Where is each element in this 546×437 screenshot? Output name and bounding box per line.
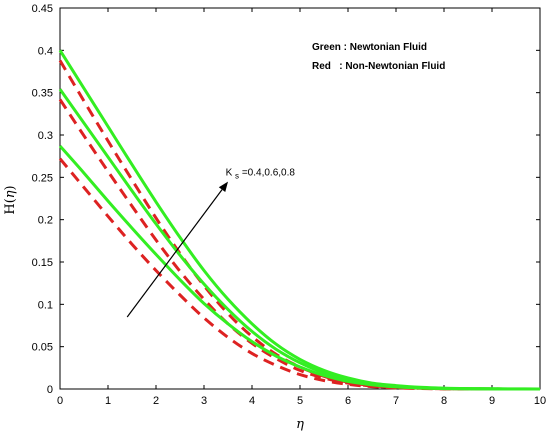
ks-annotation: K s =0.4,0.6,0.8: [226, 168, 296, 182]
axis-ticks: 0 1 2 3 4 5 6 7 8 9 10 0 0.05 0.1 0.15 0.2 0.25 0.3 0.35 0.…: [32, 3, 546, 407]
y-tick-label: 0.4: [38, 45, 53, 57]
y-label-var: η: [3, 190, 18, 198]
note-red: Red : Non-Newtonian Fluid: [312, 61, 445, 72]
x-tick-label: 10: [534, 395, 546, 407]
x-tick-label: 5: [297, 395, 303, 407]
x-tick-label: 2: [153, 395, 159, 407]
x-tick-label: 4: [249, 395, 255, 407]
green-solid-curve-1: [58, 49, 541, 391]
ks-values: =0.4,0.6,0.8: [242, 168, 296, 179]
ks-sub: s: [235, 172, 239, 181]
y-axis-label: H(η): [3, 185, 18, 214]
y-tick-label: 0.2: [38, 215, 53, 227]
y-tick-label: 0.1: [38, 299, 53, 311]
green-solid-curve-2: [58, 88, 540, 391]
red-dashed-curve-4: [58, 59, 540, 391]
ks-arrow-head: [218, 181, 228, 192]
x-tick-label: 0: [57, 395, 63, 407]
x-axis-label: η: [296, 417, 304, 432]
x-tick-label: 8: [441, 395, 447, 407]
y-tick-label: 0.25: [32, 172, 53, 184]
y-tick-label: 0.35: [32, 88, 53, 100]
y-label-close: ): [3, 185, 18, 190]
ks-k: K: [226, 168, 233, 179]
y-tick-label: 0.05: [32, 342, 53, 354]
green-solid-curve-3: [58, 145, 540, 391]
y-tick-label: 0.3: [38, 130, 53, 142]
y-tick-label: 0.15: [32, 257, 53, 269]
x-tick-label: 9: [489, 395, 495, 407]
y-tick-label: 0: [47, 384, 53, 396]
series-curves: [58, 49, 541, 391]
x-tick-label: 6: [345, 395, 351, 407]
x-tick-label: 1: [105, 395, 111, 407]
x-tick-label: 3: [201, 395, 207, 407]
y-tick-label: 0.45: [32, 3, 53, 15]
x-tick-label: 7: [393, 395, 399, 407]
plot-frame: [59, 7, 541, 390]
ks-arrow: [126, 189, 223, 318]
y-label-main: H(: [3, 198, 18, 214]
note-green: Green : Newtonian Fluid: [312, 42, 427, 53]
